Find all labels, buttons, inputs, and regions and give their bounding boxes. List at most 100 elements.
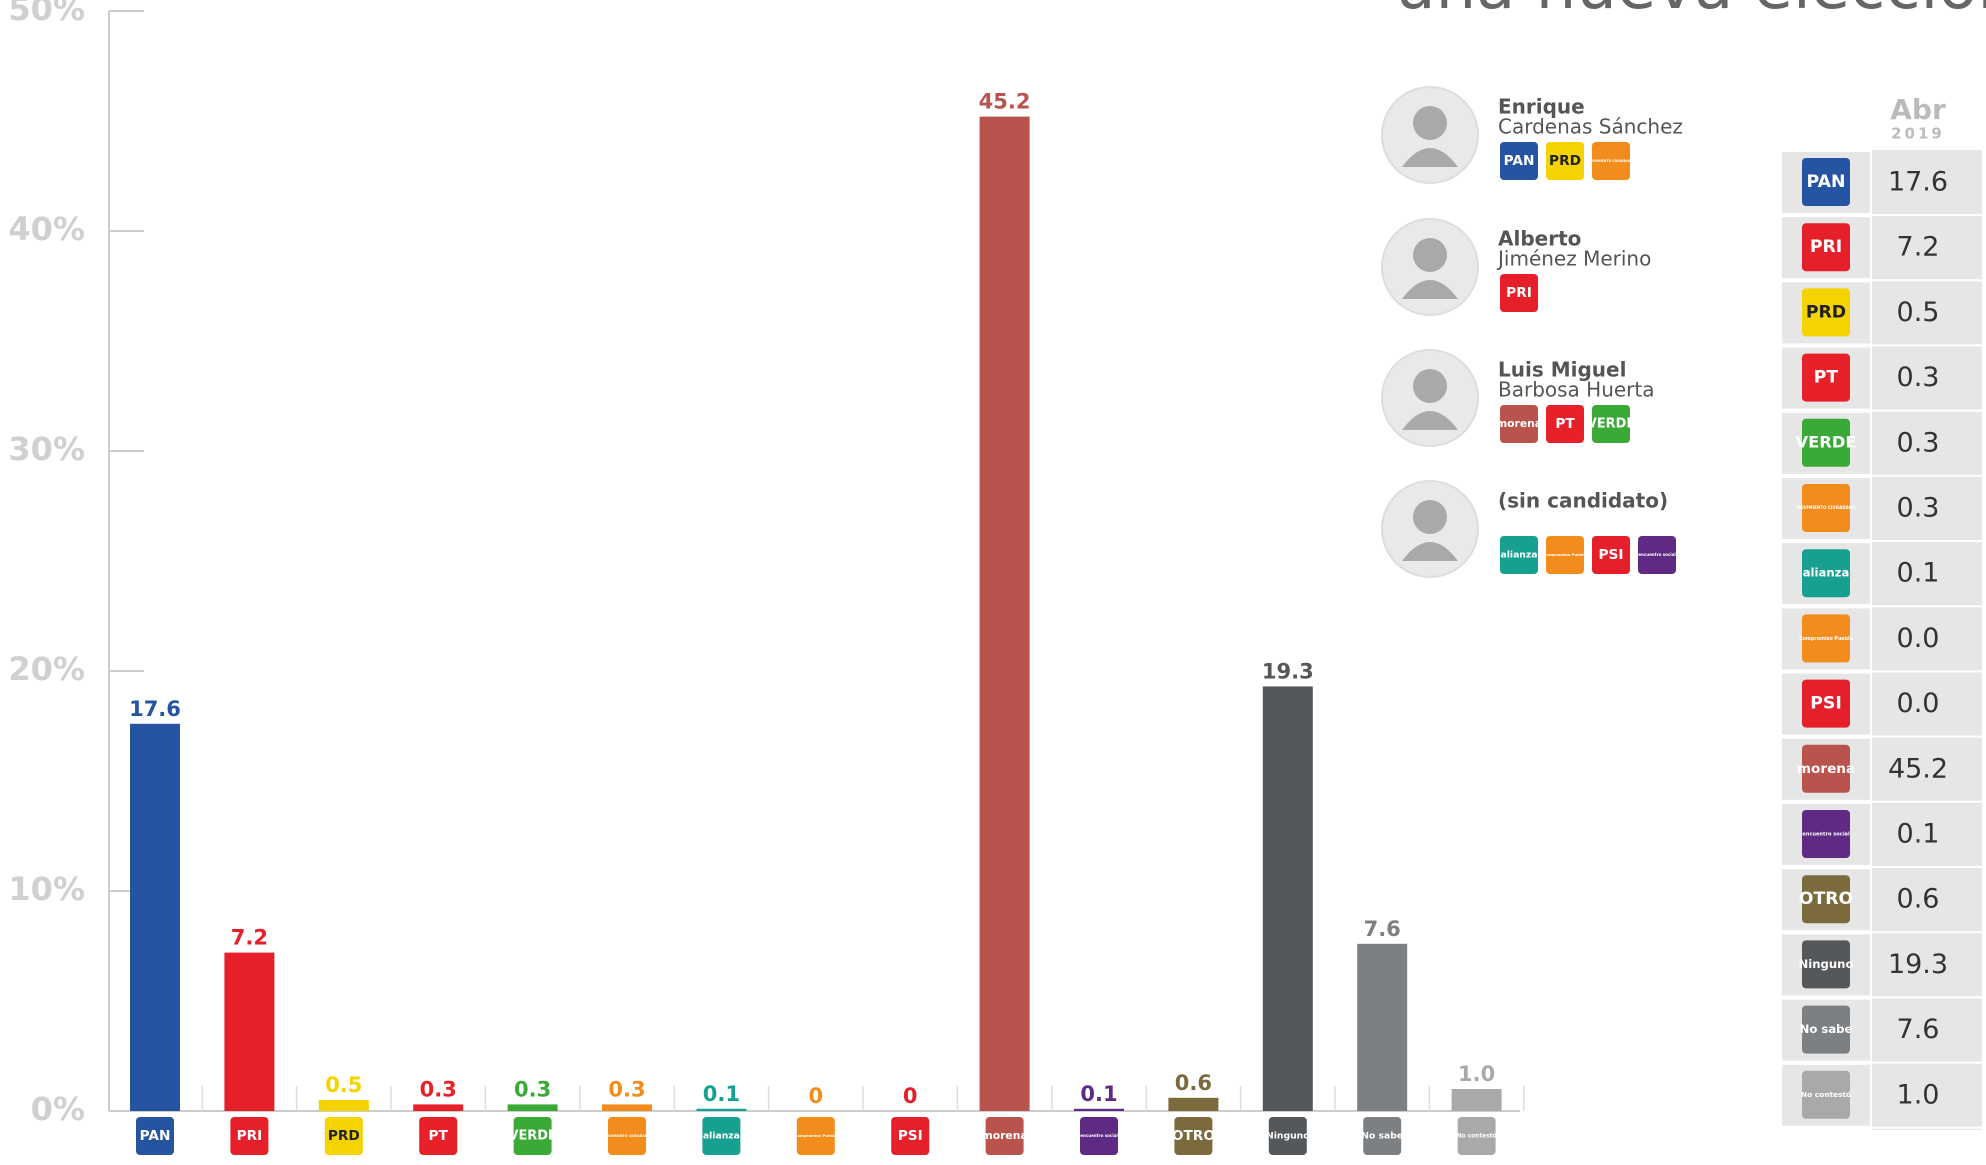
photo-head: [1413, 500, 1447, 534]
y-tick-label: 0%: [31, 1090, 85, 1128]
table-value: 1.0: [1897, 1079, 1940, 1110]
party-logo-text: alianza: [703, 1131, 740, 1142]
bar: [413, 1104, 463, 1111]
party-logo-text: MOVIMIENTO CIUDADANO: [1588, 159, 1635, 163]
table-value: 0.3: [1897, 427, 1940, 458]
table-value: 0.3: [1897, 362, 1940, 393]
table-value: 0.1: [1897, 558, 1940, 589]
party-logo-text: PSI: [898, 1128, 923, 1144]
party-logo-text: OTRO: [1799, 889, 1853, 909]
photo-head: [1413, 106, 1447, 140]
party-logo-text: PAN: [1807, 172, 1846, 192]
value-label: 0.3: [420, 1077, 457, 1101]
table-value: 0.1: [1897, 819, 1940, 850]
value-label: 0: [808, 1084, 823, 1108]
value-label: 0: [903, 1084, 918, 1108]
party-logo-text: PAN: [1504, 153, 1535, 169]
bar: [1452, 1089, 1502, 1111]
party-logo-text: PSI: [1599, 547, 1624, 563]
table-value: 7.6: [1897, 1014, 1940, 1045]
value-label: 7.6: [1364, 917, 1401, 941]
party-logo-text: OTRO: [1172, 1128, 1215, 1144]
party-logo-text: Ninguno: [1799, 957, 1854, 971]
party-logo-text: PRI: [237, 1128, 263, 1144]
party-logo-text: Compromiso Puebla: [794, 1133, 837, 1138]
table-value: 17.6: [1888, 167, 1948, 198]
value-label: 0.3: [608, 1077, 645, 1101]
bar: [1168, 1098, 1218, 1111]
party-logo-text: PRI: [1810, 237, 1842, 257]
value-label: 0.3: [514, 1077, 551, 1101]
party-logo-text: VERDE: [1795, 432, 1856, 451]
candidate-last-name: Barbosa Huerta: [1498, 378, 1655, 402]
y-tick-label: 50%: [8, 0, 85, 28]
table-year: 2019: [1891, 125, 1945, 143]
table-value: 0.3: [1897, 493, 1940, 524]
party-logo-text: PSI: [1810, 694, 1842, 714]
y-tick-label: 40%: [8, 210, 85, 248]
party-logo-text: PT: [1814, 368, 1839, 388]
party-logo-text: No sabe: [1800, 1022, 1853, 1036]
party-logo-text: No sabe: [1361, 1131, 1403, 1142]
party-logo-text: MOVIMIENTO CIUDADANO: [1796, 505, 1856, 510]
bar: [602, 1104, 652, 1111]
bar: [1357, 944, 1407, 1111]
party-logo-text: PAN: [140, 1128, 171, 1144]
page: una nueva elección? 0% 10% 20% 30% 40% 50% 17.…: [0, 0, 1986, 1165]
party-logo-text: morena: [982, 1129, 1028, 1142]
party-logo-text: PT: [1555, 416, 1575, 432]
party-logo-text: PRD: [328, 1128, 360, 1144]
party-logo-text: alianza: [1501, 550, 1538, 561]
table-month: Abr: [1890, 93, 1946, 126]
bar: [980, 117, 1030, 1111]
y-tick-label: 30%: [8, 430, 85, 468]
value-label: 0.5: [325, 1073, 362, 1097]
bar: [1263, 686, 1313, 1111]
table-value: 45.2: [1888, 753, 1948, 784]
party-logo-text: Compromiso Puebla: [1799, 636, 1853, 642]
value-label: 0.6: [1175, 1071, 1212, 1095]
party-logo-text: encuentro social: [1802, 832, 1850, 838]
party-logo-text: PRI: [1506, 285, 1532, 301]
value-label: 19.3: [1262, 659, 1314, 683]
value-label: 0.1: [703, 1082, 740, 1106]
party-logo-text: No contestó: [1801, 1090, 1851, 1099]
value-label: 1.0: [1458, 1062, 1495, 1086]
photo-head: [1413, 238, 1447, 272]
value-label: 0.1: [1080, 1082, 1117, 1106]
party-logo-text: morena: [1496, 417, 1542, 430]
party-logo-text: VERDE: [508, 1129, 556, 1144]
party-logo-text: PRD: [1806, 302, 1846, 322]
party-logo-text: alianza: [1803, 566, 1850, 580]
party-logo-text: PT: [429, 1128, 449, 1144]
photo-head: [1413, 369, 1447, 403]
table-value: 0.0: [1897, 688, 1940, 719]
party-logo-text: No contestó: [1457, 1133, 1497, 1140]
party-logo-text: encuentro social: [1080, 1133, 1118, 1138]
table-value: 0.5: [1897, 297, 1940, 328]
bar: [1074, 1109, 1124, 1111]
party-logo-text: Compromiso Puebla: [1544, 552, 1587, 557]
y-tick-label: 20%: [8, 650, 85, 688]
table-value: 0.6: [1897, 884, 1940, 915]
title: una nueva elección?: [1395, 0, 1986, 24]
table-value: 0.0: [1897, 623, 1940, 654]
party-logo-text: morena: [1797, 761, 1855, 777]
party-logo-text: MOVIMIENTO CIUDADANO: [604, 1134, 651, 1138]
candidate-last-name: Cardenas Sánchez: [1498, 115, 1683, 139]
bar: [696, 1109, 746, 1111]
value-label: 45.2: [979, 90, 1031, 114]
bar: [224, 953, 274, 1111]
table-value: 7.2: [1897, 232, 1940, 263]
y-tick-label: 10%: [8, 870, 85, 908]
candidate-last-name: Jiménez Merino: [1496, 247, 1651, 271]
party-logo-text: PRD: [1549, 153, 1581, 169]
party-logo-text: VERDE: [1587, 417, 1635, 432]
bar: [130, 724, 180, 1111]
value-label: 17.6: [129, 697, 181, 721]
bar: [508, 1104, 558, 1111]
candidate-first-name: (sin candidato): [1498, 489, 1668, 513]
party-logo-text: Ninguno: [1266, 1131, 1310, 1142]
table-value: 19.3: [1888, 949, 1948, 980]
party-logo-text: encuentro social: [1638, 552, 1676, 557]
